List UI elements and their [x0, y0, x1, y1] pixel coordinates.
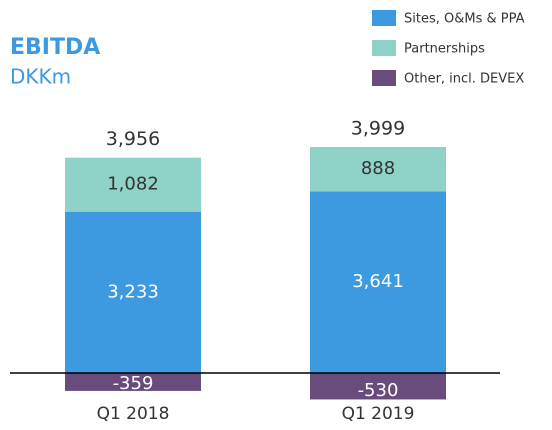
total-label: 3,956: [106, 128, 160, 150]
legend-label: Partnerships: [404, 42, 485, 57]
chart-title: EBITDA: [10, 35, 100, 60]
legend-label: Sites, O&Ms & PPA: [404, 12, 525, 27]
value-label: 3,233: [107, 281, 159, 302]
legend-swatch: [372, 40, 396, 56]
x-tick-label: Q1 2018: [97, 404, 170, 424]
value-label: -359: [113, 373, 154, 394]
value-label: 1,082: [107, 174, 159, 195]
legend-label: Other, incl. DEVEX: [404, 72, 524, 87]
bar-segment: [65, 157, 201, 212]
chart-subtitle: DKKm: [10, 65, 71, 89]
bar-segment: [65, 211, 201, 373]
legend-swatch: [372, 70, 396, 86]
bar-segment: [310, 147, 446, 192]
value-label: -530: [358, 380, 399, 401]
legend-swatch: [372, 10, 396, 26]
x-tick-label: Q1 2019: [342, 404, 415, 424]
value-label: 3,641: [352, 271, 404, 292]
bar-segment: [310, 191, 446, 373]
bar-segment: [310, 373, 446, 400]
total-label: 3,999: [351, 118, 405, 140]
bar-segment: [65, 373, 201, 391]
value-label: 888: [361, 158, 395, 179]
